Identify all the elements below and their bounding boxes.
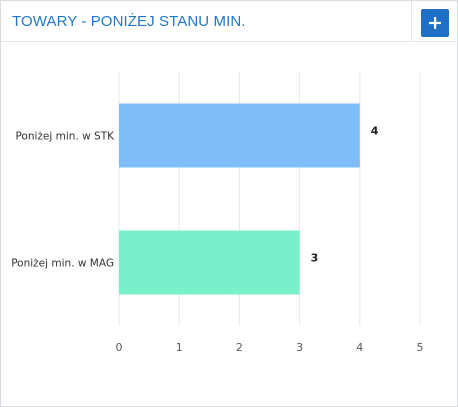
x-tick-label: 2 (236, 341, 243, 354)
bar (119, 230, 300, 295)
x-tick-label: 0 (116, 341, 123, 354)
category-label: Poniżej min. w STK (15, 131, 115, 143)
add-button[interactable] (421, 9, 449, 37)
x-tick-label: 3 (296, 341, 303, 354)
data-label: 3 (311, 252, 319, 265)
data-label: 4 (371, 125, 379, 138)
card-header: TOWARY - PONIŻEJ STANU MIN. (1, 1, 457, 42)
plus-icon (429, 17, 441, 29)
x-tick-label: 5 (417, 341, 424, 354)
bar (119, 103, 360, 168)
x-tick-label: 1 (176, 341, 183, 354)
card-title: TOWARY - PONIŻEJ STANU MIN. (12, 13, 246, 30)
x-tick-label: 4 (356, 341, 363, 354)
category-label: Poniżej min. w MAG (11, 258, 114, 270)
header-divider (411, 1, 412, 41)
